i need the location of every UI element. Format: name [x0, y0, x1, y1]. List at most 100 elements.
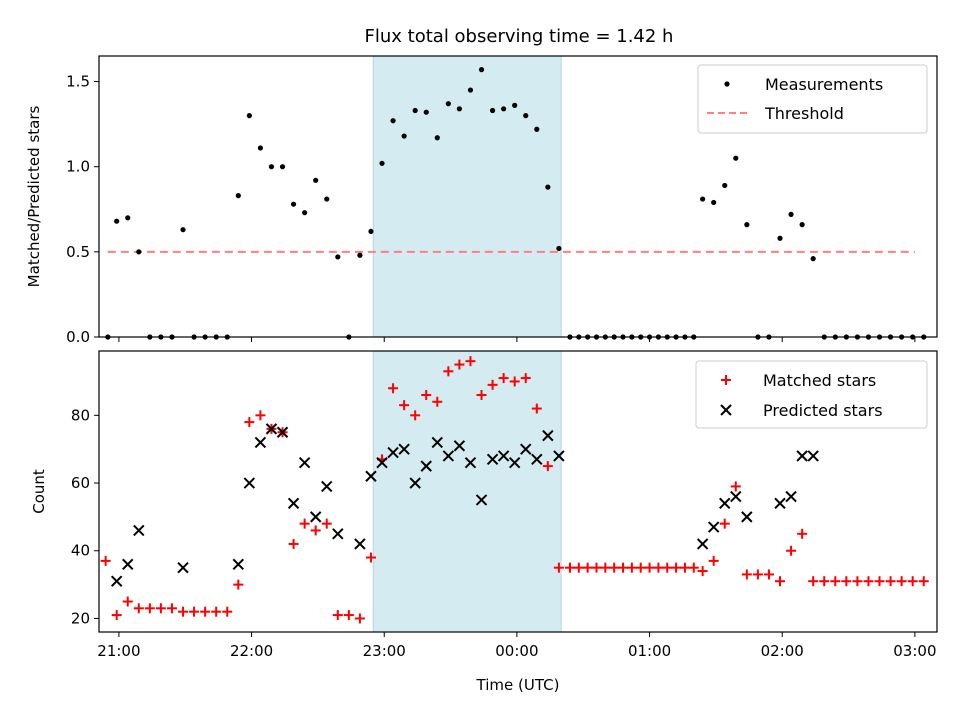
- matched-star-point: [310, 525, 321, 536]
- matched-star-point: [343, 610, 354, 621]
- predicted-star-point: [265, 423, 278, 435]
- x-tick-label: 02:00: [761, 642, 804, 660]
- matched-star-point: [211, 606, 222, 617]
- measurement-point: [523, 113, 529, 119]
- matched-star-point: [244, 417, 255, 428]
- top-panel: 0.0 0.5 1.0 1.5 Matched/Predicted stars Mea…: [25, 55, 938, 346]
- matched-star-point: [166, 603, 177, 614]
- matched-star-point: [808, 576, 819, 587]
- measurement-point: [335, 254, 341, 260]
- matched-star-point: [730, 481, 741, 492]
- top-y-axis-label: Matched/Predicted stars: [25, 106, 43, 288]
- top-legend: Measurements Threshold: [697, 64, 928, 134]
- predicted-star-point: [243, 477, 256, 489]
- bottom-x-axis: 21:00 22:00 23:00 00:00 01:00 02:00 03:00: [97, 632, 937, 660]
- matched-star-point: [618, 562, 629, 573]
- predicted-star-point: [122, 558, 134, 570]
- bottom-legend: Matched stars Predicted stars: [695, 360, 928, 429]
- measurement-point: [324, 196, 330, 202]
- matched-star-point: [421, 390, 432, 401]
- y-tick-label: 80: [71, 406, 90, 424]
- measurement-point: [722, 182, 728, 189]
- matched-star-point: [719, 518, 730, 529]
- measurement-point: [302, 210, 308, 216]
- matched-star-point: [609, 562, 620, 573]
- predicted-star-point: [254, 436, 267, 449]
- matched-star-point: [863, 576, 874, 587]
- matched-star-point: [830, 576, 841, 587]
- measurement-point: [379, 160, 385, 166]
- matched-star-point: [111, 610, 122, 621]
- predicted-star-point: [453, 440, 466, 452]
- predicted-star-point: [774, 497, 786, 510]
- matched-star-point: [752, 569, 763, 580]
- y-tick-label: 0.0: [66, 328, 90, 346]
- matched-star-point: [233, 579, 244, 590]
- measurement-point: [357, 252, 363, 258]
- matched-star-point: [299, 518, 310, 529]
- matched-star-point: [553, 562, 564, 573]
- legend-measurements-marker: [724, 81, 730, 87]
- predicted-star-point: [321, 480, 333, 493]
- matched-star-point: [332, 610, 343, 621]
- predicted-star-point: [508, 457, 521, 469]
- matched-star-point: [443, 366, 454, 377]
- measurement-point: [268, 164, 275, 170]
- predicted-star-point: [431, 436, 444, 449]
- matched-star-point: [635, 562, 646, 573]
- x-tick-label: 22:00: [230, 642, 273, 660]
- predicted-star-point: [531, 453, 543, 466]
- bottom-axes-frame: [98, 350, 938, 633]
- y-tick-label: 1.0: [66, 158, 90, 176]
- bottom-panel: 20 40 60 80 21:00 22:00 23:00 00:00 01:00 02:00 0…: [30, 350, 938, 694]
- matched-star-point: [600, 562, 611, 573]
- predicted-star-point: [442, 450, 455, 462]
- y-tick-label: 0.5: [66, 243, 90, 261]
- matched-star-point: [644, 562, 655, 573]
- y-tick-label: 40: [71, 542, 90, 560]
- matched-star-point: [852, 576, 863, 587]
- measurement-point: [512, 102, 518, 108]
- measurement-point: [114, 218, 120, 224]
- predicted-star-point: [497, 450, 510, 462]
- matched-star-point: [222, 606, 233, 617]
- x-tick-label: 21:00: [97, 642, 140, 660]
- matched-star-point: [388, 383, 399, 394]
- bottom-y-axis: 20 40 60 80: [71, 406, 99, 627]
- predicted-star-point: [464, 457, 477, 469]
- matched-star-point: [476, 390, 487, 401]
- matched-star-point: [786, 545, 797, 556]
- predicted-star-point: [741, 511, 753, 523]
- predicted-star-point: [542, 429, 554, 442]
- predicted-star-point: [475, 494, 488, 506]
- measurement-point: [390, 118, 396, 124]
- legend-matched-label: Matched stars: [763, 371, 876, 390]
- measurement-point: [423, 109, 429, 115]
- matched-star-point: [885, 576, 896, 587]
- measurement-point: [290, 201, 297, 207]
- x-tick-label: 01:00: [628, 642, 671, 660]
- predicted-star-point: [807, 450, 819, 462]
- predicted-star-point: [398, 443, 410, 455]
- matched-star-point: [841, 576, 852, 587]
- matched-star-point: [100, 555, 111, 566]
- matched-star-point: [918, 576, 929, 587]
- predicted-star-point: [276, 426, 289, 438]
- measurement-point: [700, 196, 706, 202]
- measurement-point: [744, 222, 750, 228]
- matched-star-point: [542, 461, 553, 472]
- matched-star-point: [564, 562, 575, 573]
- measurement-point: [556, 245, 562, 252]
- predicted-star-point: [796, 450, 808, 462]
- matched-star-point: [874, 576, 885, 587]
- predicted-star-point: [287, 497, 300, 510]
- matched-star-point: [671, 562, 682, 573]
- top-y-axis: 0.0 0.5 1.0 1.5: [66, 73, 99, 346]
- measurement-point: [412, 107, 418, 114]
- matched-star-point: [697, 566, 708, 577]
- predicted-star-point: [133, 524, 145, 537]
- matched-star-point: [741, 569, 752, 580]
- predicted-star-point: [177, 561, 189, 574]
- measurement-point: [401, 133, 407, 139]
- top-x-ticks: [118, 337, 916, 342]
